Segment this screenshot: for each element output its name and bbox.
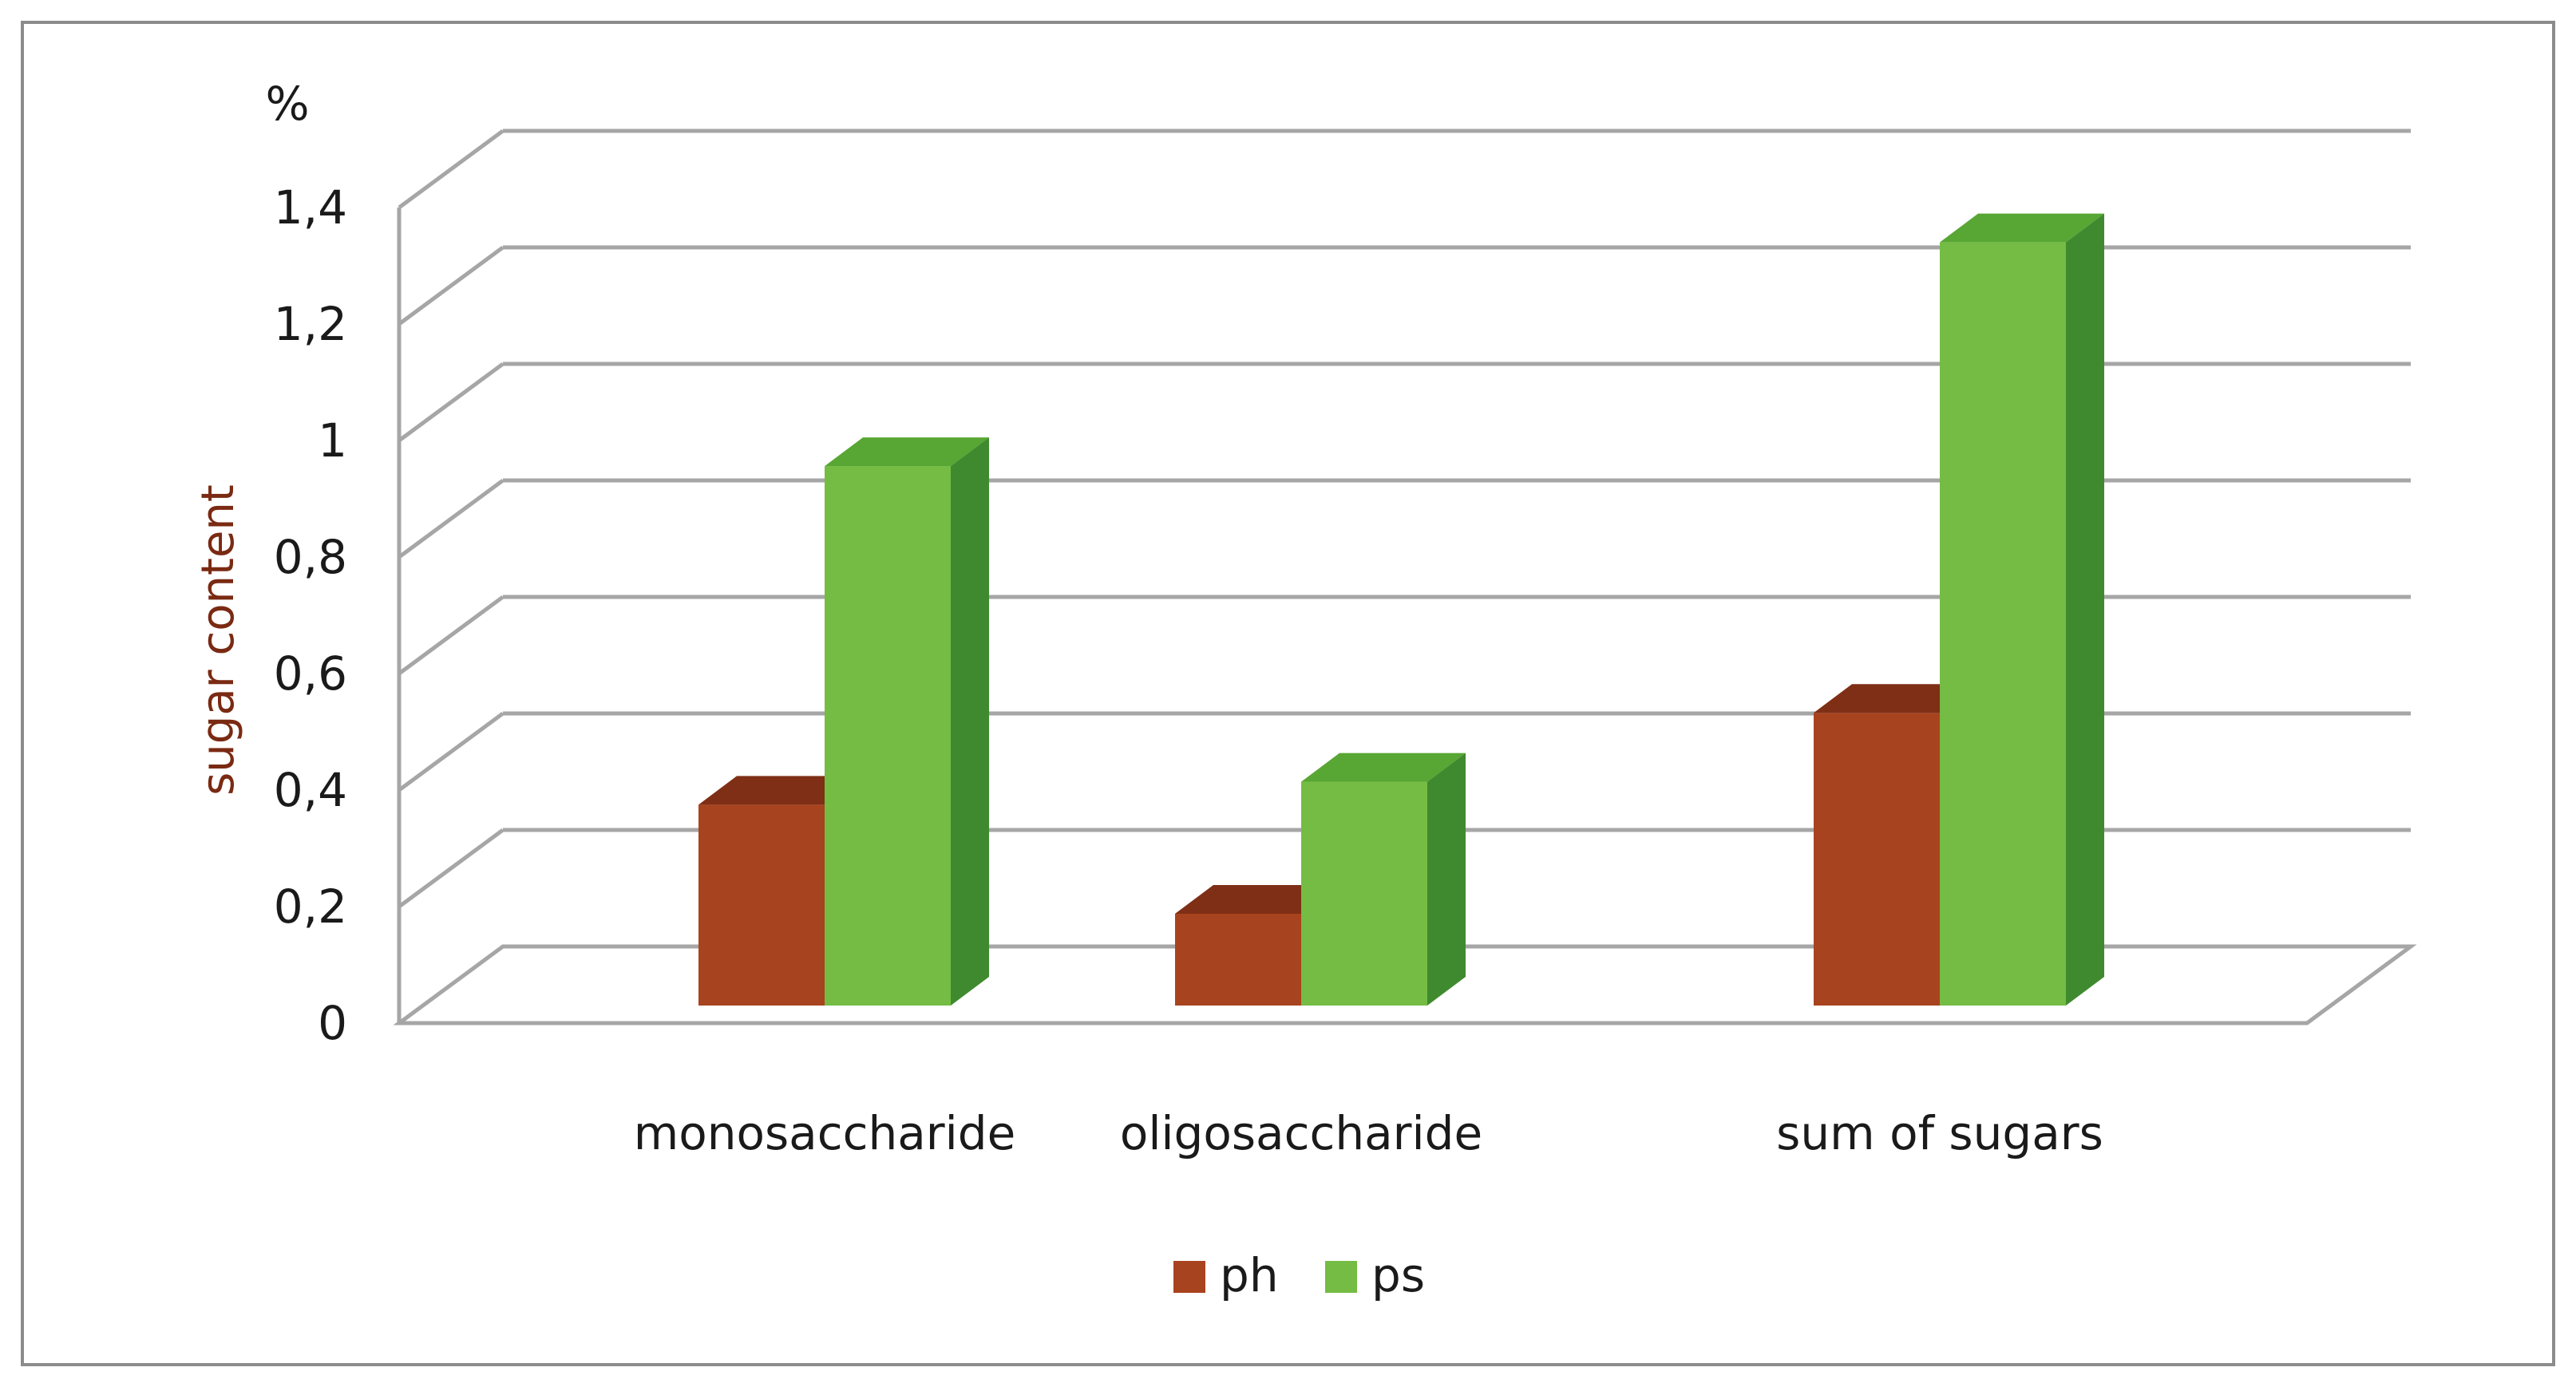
y-tick-label: 1 (318, 413, 347, 468)
y-tick-label: 0,8 (274, 530, 347, 584)
gridline-side (398, 362, 505, 443)
bar-front (1175, 913, 1301, 1006)
chart-canvas: % sugar content 0 0,2 0,4 0,6 0,8 1 1,2 1,4 mono… (192, 77, 2417, 1302)
legend-label-ph: ph (1220, 1248, 1279, 1302)
legend: ph ps (1173, 1248, 1425, 1302)
bar-top (1814, 684, 1978, 713)
bars (698, 213, 2104, 1006)
gridline-side (398, 595, 505, 676)
labels: % sugar content 0 0,2 0,4 0,6 0,8 1 1,2 1,4 mono… (192, 77, 2103, 1160)
y-tick-label: 1,2 (274, 297, 347, 351)
gridline-side (398, 828, 505, 909)
gridline-side (398, 478, 505, 559)
y-axis-title: sugar content (192, 484, 244, 796)
gridline-side (398, 128, 505, 210)
floor-outline (393, 944, 2417, 1025)
bar-top (1940, 213, 2104, 243)
x-category-label: monosaccharide (634, 1106, 1016, 1160)
bar-front (1301, 781, 1427, 1006)
gridline-side (398, 711, 505, 792)
bar-front (1814, 713, 1940, 1006)
legend-swatch-ph (1173, 1261, 1205, 1293)
bar-side (1427, 753, 1466, 1006)
chart-frame: % sugar content 0 0,2 0,4 0,6 0,8 1 1,2 1,4 mono… (21, 21, 2555, 1366)
legend-label-ps: ps (1371, 1248, 1425, 1302)
x-category-label: oligosaccharide (1120, 1106, 1482, 1160)
bar-top (825, 437, 989, 467)
gridline-side (398, 245, 505, 326)
bar-side (2066, 213, 2104, 1006)
y-tick-label: 0,2 (274, 879, 347, 934)
x-category-label: sum of sugars (1776, 1106, 2103, 1160)
y-tick-label: 0,4 (274, 763, 347, 817)
y-tick-label: 1,4 (274, 180, 347, 235)
bar-front (1940, 242, 2066, 1006)
bar-side (951, 437, 989, 1006)
bar-top (1301, 753, 1466, 782)
y-unit-label: % (265, 77, 309, 131)
bar-top (698, 776, 863, 805)
bar-front (698, 804, 825, 1006)
y-tick-label: 0 (318, 996, 347, 1050)
y-tick-label: 0,6 (274, 646, 347, 701)
bar-top (1175, 884, 1339, 914)
bar-front (825, 466, 951, 1006)
legend-swatch-ps (1325, 1261, 1357, 1293)
